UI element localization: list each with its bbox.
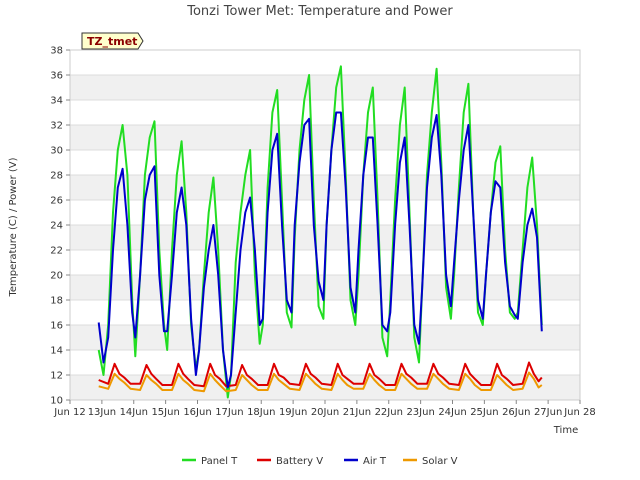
legend-label-battery-v: Battery V	[276, 456, 323, 467]
y-axis: 10 12 14 16 18 20 22 24 26 28 30 32 34 36 38	[50, 46, 70, 407]
site-tag: TZ_tmet	[81, 32, 144, 50]
plot-band	[70, 375, 580, 400]
x-axis: Jun 12 13Jun 14Jun 15Jun 16Jun 17Jun 18Jun 19Ju…	[53, 400, 596, 418]
x-tick-label: 16Jun	[183, 407, 211, 418]
x-tick-label: 17Jun	[215, 407, 243, 418]
legend-label-panel-t: Panel T	[201, 456, 238, 467]
y-tick-label: 32	[50, 121, 63, 132]
y-tick-label: 16	[50, 321, 63, 332]
y-tick-label: 38	[50, 46, 63, 57]
y-tick-label: 26	[50, 196, 63, 207]
x-tick-label: 14Jun	[120, 407, 148, 418]
y-tick-label: 10	[50, 396, 63, 407]
x-tick-label: 13Jun	[88, 407, 116, 418]
y-tick-label: 36	[50, 71, 63, 82]
x-tick-label: 21Jun	[343, 407, 371, 418]
plot-band	[70, 75, 580, 100]
y-tick-label: 22	[50, 246, 63, 257]
y-tick-label: 28	[50, 171, 63, 182]
series-layer	[97, 65, 543, 399]
x-tick-label: 18Jun	[247, 407, 275, 418]
y-tick-label: 34	[50, 96, 63, 107]
x-tick-label: 26Jun	[502, 407, 530, 418]
y-tick-label: 24	[50, 221, 63, 232]
site-tag-box	[81, 32, 144, 50]
y-tick-label: 20	[50, 271, 63, 282]
plot-band	[70, 325, 580, 350]
x-tick-label: 25Jun	[470, 407, 498, 418]
x-tick-label: Jun 28	[563, 407, 596, 418]
x-tick-label: 22Jun	[375, 407, 403, 418]
chart-title: Tonzi Tower Met: Temperature and Power	[186, 4, 453, 19]
y-tick-label: 12	[50, 371, 63, 382]
x-tick-label: Jun 12	[53, 407, 86, 418]
x-tick-label: 19Jun	[279, 407, 307, 418]
series-line-air-t	[97, 111, 543, 389]
x-tick-label: 27Jun	[534, 407, 562, 418]
x-tick-label: 23Jun	[406, 407, 434, 418]
x-tick-label: 20Jun	[311, 407, 339, 418]
y-tick-label: 14	[50, 346, 63, 357]
y-tick-label: 30	[50, 146, 63, 157]
x-tick-label: 24Jun	[438, 407, 466, 418]
site-tag-label: TZ_tmet	[87, 35, 137, 48]
y-axis-title: Temperature (C) / Power (V)	[8, 157, 19, 297]
series-line-panel-t	[97, 65, 543, 399]
legend-label-air-t: Air T	[363, 456, 387, 467]
y-tick-label: 18	[50, 296, 63, 307]
series-line-solar-v	[98, 371, 543, 393]
legend-label-solar-v: Solar V	[422, 456, 458, 467]
x-axis-title: Time	[553, 425, 578, 436]
plot-band	[70, 125, 580, 150]
legend: Panel T Battery V Air T Solar V	[182, 456, 458, 467]
series-line-battery-v	[98, 361, 543, 388]
x-tick-label: 15Jun	[151, 407, 179, 418]
